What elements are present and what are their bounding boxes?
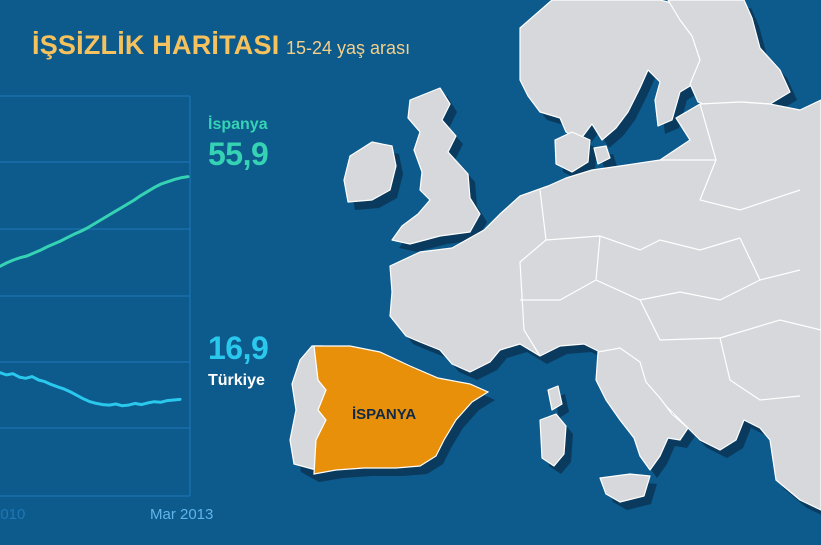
x-axis-start-label: 2010 <box>0 506 26 523</box>
country-spain-highlight <box>313 345 490 475</box>
spain-series-label: İspanya <box>208 116 268 133</box>
map-subtitle: 15-24 yaş arası <box>286 38 411 58</box>
series-line-turkey <box>0 371 182 408</box>
country-britain <box>391 87 481 245</box>
spain-last-value: 55,9 <box>208 136 269 172</box>
series-line-spain <box>0 175 190 268</box>
turkey-last-value: 16,9 <box>208 330 269 366</box>
chart-grid <box>0 95 191 497</box>
chart-series <box>0 175 190 408</box>
country-borders <box>519 103 821 401</box>
x-axis-end-label: Mar 2013 <box>150 506 214 523</box>
spain-map-label: İSPANYA <box>352 406 417 423</box>
map-title: İŞSİZLİK HARİTASI <box>32 30 280 60</box>
turkey-series-label: Türkiye <box>208 372 265 389</box>
